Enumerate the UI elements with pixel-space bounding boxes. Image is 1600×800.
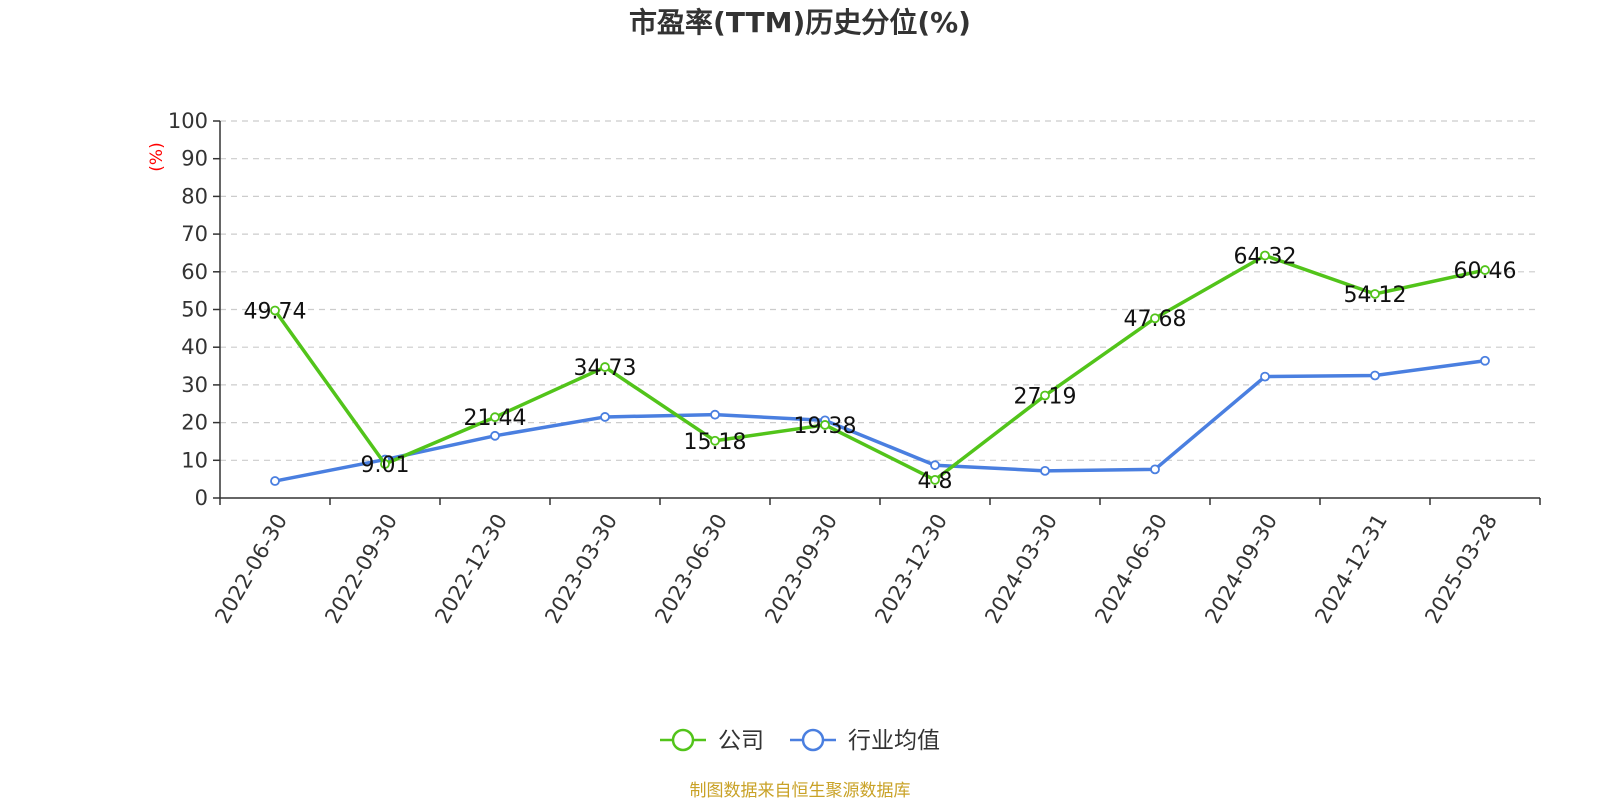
series-line bbox=[273, 253, 1486, 482]
x-tick-label: 2024-12-31 bbox=[1310, 510, 1392, 628]
data-point[interactable] bbox=[930, 475, 940, 485]
data-label: 15.18 bbox=[684, 430, 747, 455]
data-point[interactable] bbox=[600, 412, 610, 422]
data-label: 47.68 bbox=[1124, 307, 1187, 332]
data-label: 54.12 bbox=[1344, 283, 1407, 308]
y-tick-label: 60 bbox=[181, 260, 208, 284]
y-tick-label: 0 bbox=[195, 486, 208, 510]
y-tick-label: 100 bbox=[168, 109, 208, 133]
grid-lines bbox=[220, 120, 1540, 461]
data-labels: 49.74 9.01 21.44 34.73 15.18 19.38 4.8 27.19 47.… bbox=[244, 245, 1517, 494]
data-point[interactable] bbox=[930, 460, 940, 471]
data-point[interactable] bbox=[1370, 289, 1380, 299]
y-tick-label: 80 bbox=[181, 184, 208, 208]
data-point[interactable] bbox=[600, 362, 610, 372]
x-tick-label: 2022-12-30 bbox=[430, 510, 512, 628]
y-tick-label: 10 bbox=[181, 448, 208, 472]
data-point[interactable] bbox=[1150, 464, 1160, 475]
data-label: 49.74 bbox=[244, 299, 307, 324]
x-tick-label: 2022-09-30 bbox=[320, 510, 402, 628]
y-tick-labels: 0 10 20 30 40 50 60 70 80 90 100 bbox=[168, 109, 208, 510]
data-point[interactable] bbox=[270, 305, 280, 316]
x-tick-label: 2023-09-30 bbox=[760, 510, 842, 628]
x-tick-label: 2024-06-30 bbox=[1090, 510, 1172, 628]
series-line bbox=[274, 359, 1486, 483]
data-point[interactable] bbox=[1480, 265, 1490, 275]
data-point[interactable] bbox=[1040, 390, 1050, 401]
data-point[interactable] bbox=[710, 435, 720, 446]
x-tick-label: 2022-06-30 bbox=[210, 510, 292, 628]
data-label: 64.32 bbox=[1234, 245, 1297, 270]
y-tick-label: 30 bbox=[181, 373, 208, 397]
y-tick-label: 20 bbox=[181, 411, 208, 435]
legend-label[interactable]: 公司 bbox=[718, 728, 764, 754]
data-point[interactable] bbox=[1260, 250, 1270, 261]
y-tick-label: 50 bbox=[181, 298, 208, 322]
data-label: 27.19 bbox=[1014, 384, 1077, 409]
data-point[interactable] bbox=[820, 420, 830, 430]
x-tick-label: 2023-03-30 bbox=[540, 510, 622, 628]
legend-swatch-marker bbox=[801, 728, 825, 752]
x-tick-labels: 2022-06-30 2022-09-30 2022-12-30 2023-03-30… bbox=[210, 510, 1502, 628]
data-point[interactable] bbox=[1040, 465, 1050, 476]
x-tick-label: 2025-03-28 bbox=[1420, 510, 1502, 628]
data-point[interactable] bbox=[1370, 370, 1380, 381]
data-point[interactable] bbox=[270, 476, 280, 486]
source-note: 制图数据来自恒生聚源数据库 bbox=[690, 781, 911, 800]
legend-swatch-marker bbox=[671, 728, 695, 752]
y-axis-label: (%) bbox=[147, 142, 167, 171]
data-label: 21.44 bbox=[464, 406, 527, 431]
data-point[interactable] bbox=[1260, 371, 1270, 382]
data-label: 60.46 bbox=[1454, 259, 1517, 284]
series-layer bbox=[270, 250, 1490, 486]
x-tick-label: 2024-03-30 bbox=[980, 510, 1062, 628]
data-point[interactable] bbox=[490, 430, 500, 441]
data-point[interactable] bbox=[710, 409, 720, 420]
data-label: 4.8 bbox=[918, 469, 953, 494]
y-tick-label: 70 bbox=[181, 222, 208, 246]
x-tick-label: 2024-09-30 bbox=[1200, 510, 1282, 628]
axes bbox=[213, 120, 1541, 505]
data-point[interactable] bbox=[1150, 313, 1160, 324]
x-tick-label: 2023-06-30 bbox=[650, 510, 732, 628]
x-tick-label: 2023-12-30 bbox=[870, 510, 952, 628]
chart-title: 市盈率(TTM)历史分位(%) bbox=[629, 6, 971, 39]
legend-label[interactable]: 行业均值 bbox=[848, 728, 940, 754]
data-label: 9.01 bbox=[361, 453, 410, 478]
data-label: 34.73 bbox=[574, 356, 637, 381]
data-label: 19.38 bbox=[794, 414, 857, 439]
data-point[interactable] bbox=[490, 412, 500, 423]
y-tick-label: 40 bbox=[181, 335, 208, 359]
legend: 公司 行业均值 bbox=[660, 728, 940, 754]
data-point[interactable] bbox=[1480, 355, 1490, 366]
data-point[interactable] bbox=[380, 459, 390, 469]
y-tick-label: 90 bbox=[181, 147, 208, 171]
